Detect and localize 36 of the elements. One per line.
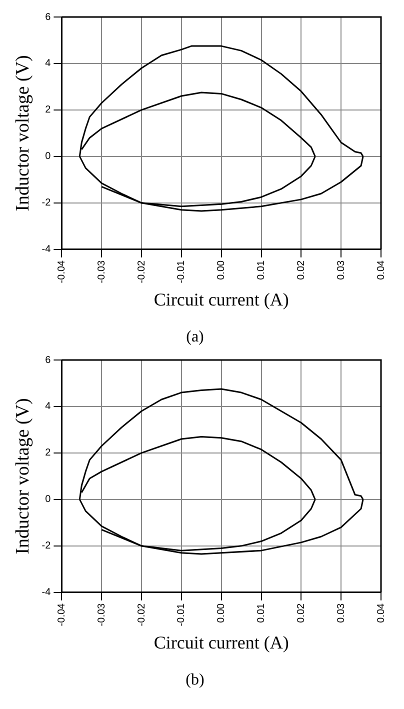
- y-tick-label: 0: [45, 151, 52, 162]
- x-tick-label: 0.03: [336, 260, 347, 280]
- x-axis-title: Circuit current (A): [154, 290, 289, 310]
- y-tick-label: -2: [42, 540, 52, 552]
- x-tick-label: 0.00: [216, 260, 228, 280]
- text: (b): [186, 672, 204, 689]
- x-axis-title: Circuit current (A): [154, 632, 289, 653]
- x-tick-label: 0.02: [296, 260, 307, 280]
- x-tick-label: 0.03: [336, 602, 347, 623]
- y-tick-label: 4: [45, 58, 52, 70]
- y-tick-label: 0: [45, 494, 52, 506]
- x-tick-label: 0.02: [296, 602, 307, 623]
- x-tick-label: 0.01: [256, 602, 268, 623]
- y-tick-label: 6: [45, 354, 52, 366]
- y-tick-label: -4: [42, 244, 52, 256]
- x-tick-label: 0.00: [216, 602, 228, 623]
- x-tick-label: -0.04: [56, 602, 68, 626]
- y-tick-label: 2: [45, 104, 52, 116]
- x-tick-label: -0.03: [96, 260, 108, 284]
- text: (a): [186, 328, 204, 346]
- x-tick-label: -0.03: [96, 602, 108, 626]
- y-tick-label: -2: [42, 198, 52, 209]
- x-tick-label: -0.02: [136, 602, 148, 626]
- x-tick-label: 0.04: [376, 602, 387, 623]
- y-axis-title: Inductor voltage (V): [12, 398, 34, 554]
- y-axis-title: Inductor voltage (V): [12, 55, 34, 212]
- x-tick-label: 0.04: [376, 260, 387, 280]
- y-tick-label: -4: [42, 587, 52, 598]
- x-tick-label: -0.01: [176, 602, 188, 626]
- y-tick-label: 6: [45, 12, 52, 23]
- x-tick-label: -0.01: [176, 260, 188, 284]
- x-tick-label: -0.04: [56, 260, 68, 284]
- x-tick-label: 0.01: [256, 260, 268, 280]
- y-tick-label: 4: [45, 401, 52, 412]
- y-tick-label: 2: [45, 448, 52, 459]
- x-tick-label: -0.02: [136, 260, 148, 284]
